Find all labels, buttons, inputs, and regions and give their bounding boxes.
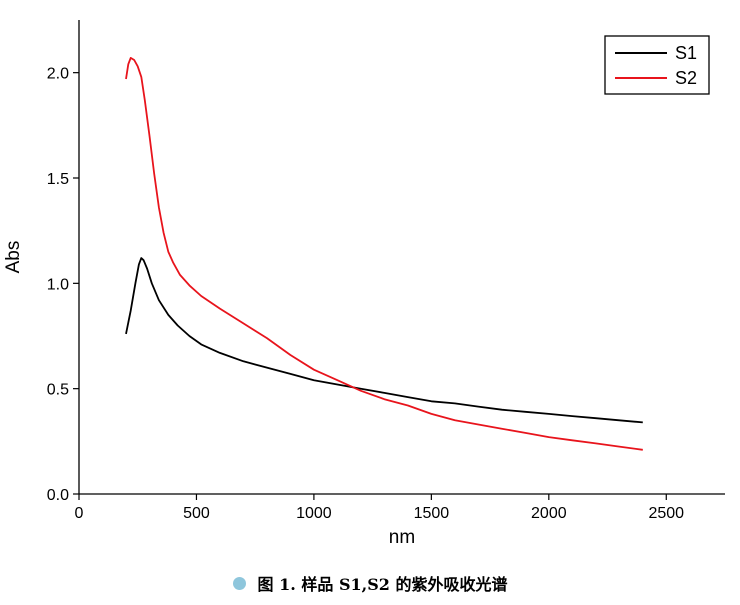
series-line-s2 xyxy=(125,57,643,451)
legend-label-s2: S2 xyxy=(675,68,697,88)
x-tick-label: 2000 xyxy=(531,505,567,522)
x-axis-ticks: 0 500 1000 1500 2000 2500 xyxy=(75,494,684,522)
y-tick-label: 0.5 xyxy=(47,382,69,399)
x-axis-title: nm xyxy=(389,527,415,548)
y-axis-title: Abs xyxy=(3,241,24,274)
figure-caption: 图 1. 样品 S1,S2 的紫外吸收光谱 xyxy=(0,568,740,598)
uv-absorption-chart: 0 500 1000 1500 2000 2500 0.00.51.01.52.0 nm … xyxy=(3,20,725,548)
x-tick-label: 2500 xyxy=(648,505,684,522)
caption-bullet-icon xyxy=(232,576,246,590)
y-tick-label: 2.0 xyxy=(47,66,69,83)
caption-text: 图 1. 样品 S1,S2 的紫外吸收光谱 xyxy=(257,575,508,594)
x-tick-label: 500 xyxy=(183,505,210,522)
x-tick-label: 0 xyxy=(75,505,84,522)
x-tick-label: 1500 xyxy=(414,505,450,522)
series-lines xyxy=(125,57,643,451)
y-tick-label: 1.0 xyxy=(47,276,69,293)
axes xyxy=(78,20,725,495)
y-tick-label: 1.5 xyxy=(47,171,69,188)
series-line-s1 xyxy=(125,257,643,424)
y-axis-ticks: 0.0 0.5 1.0 1.5 2.0 xyxy=(47,66,79,504)
legend-label-s1: S1 xyxy=(675,43,697,63)
legend-box xyxy=(604,35,710,95)
y-tick-label: 0.0 xyxy=(47,487,69,504)
x-tick-label: 1000 xyxy=(296,505,332,522)
